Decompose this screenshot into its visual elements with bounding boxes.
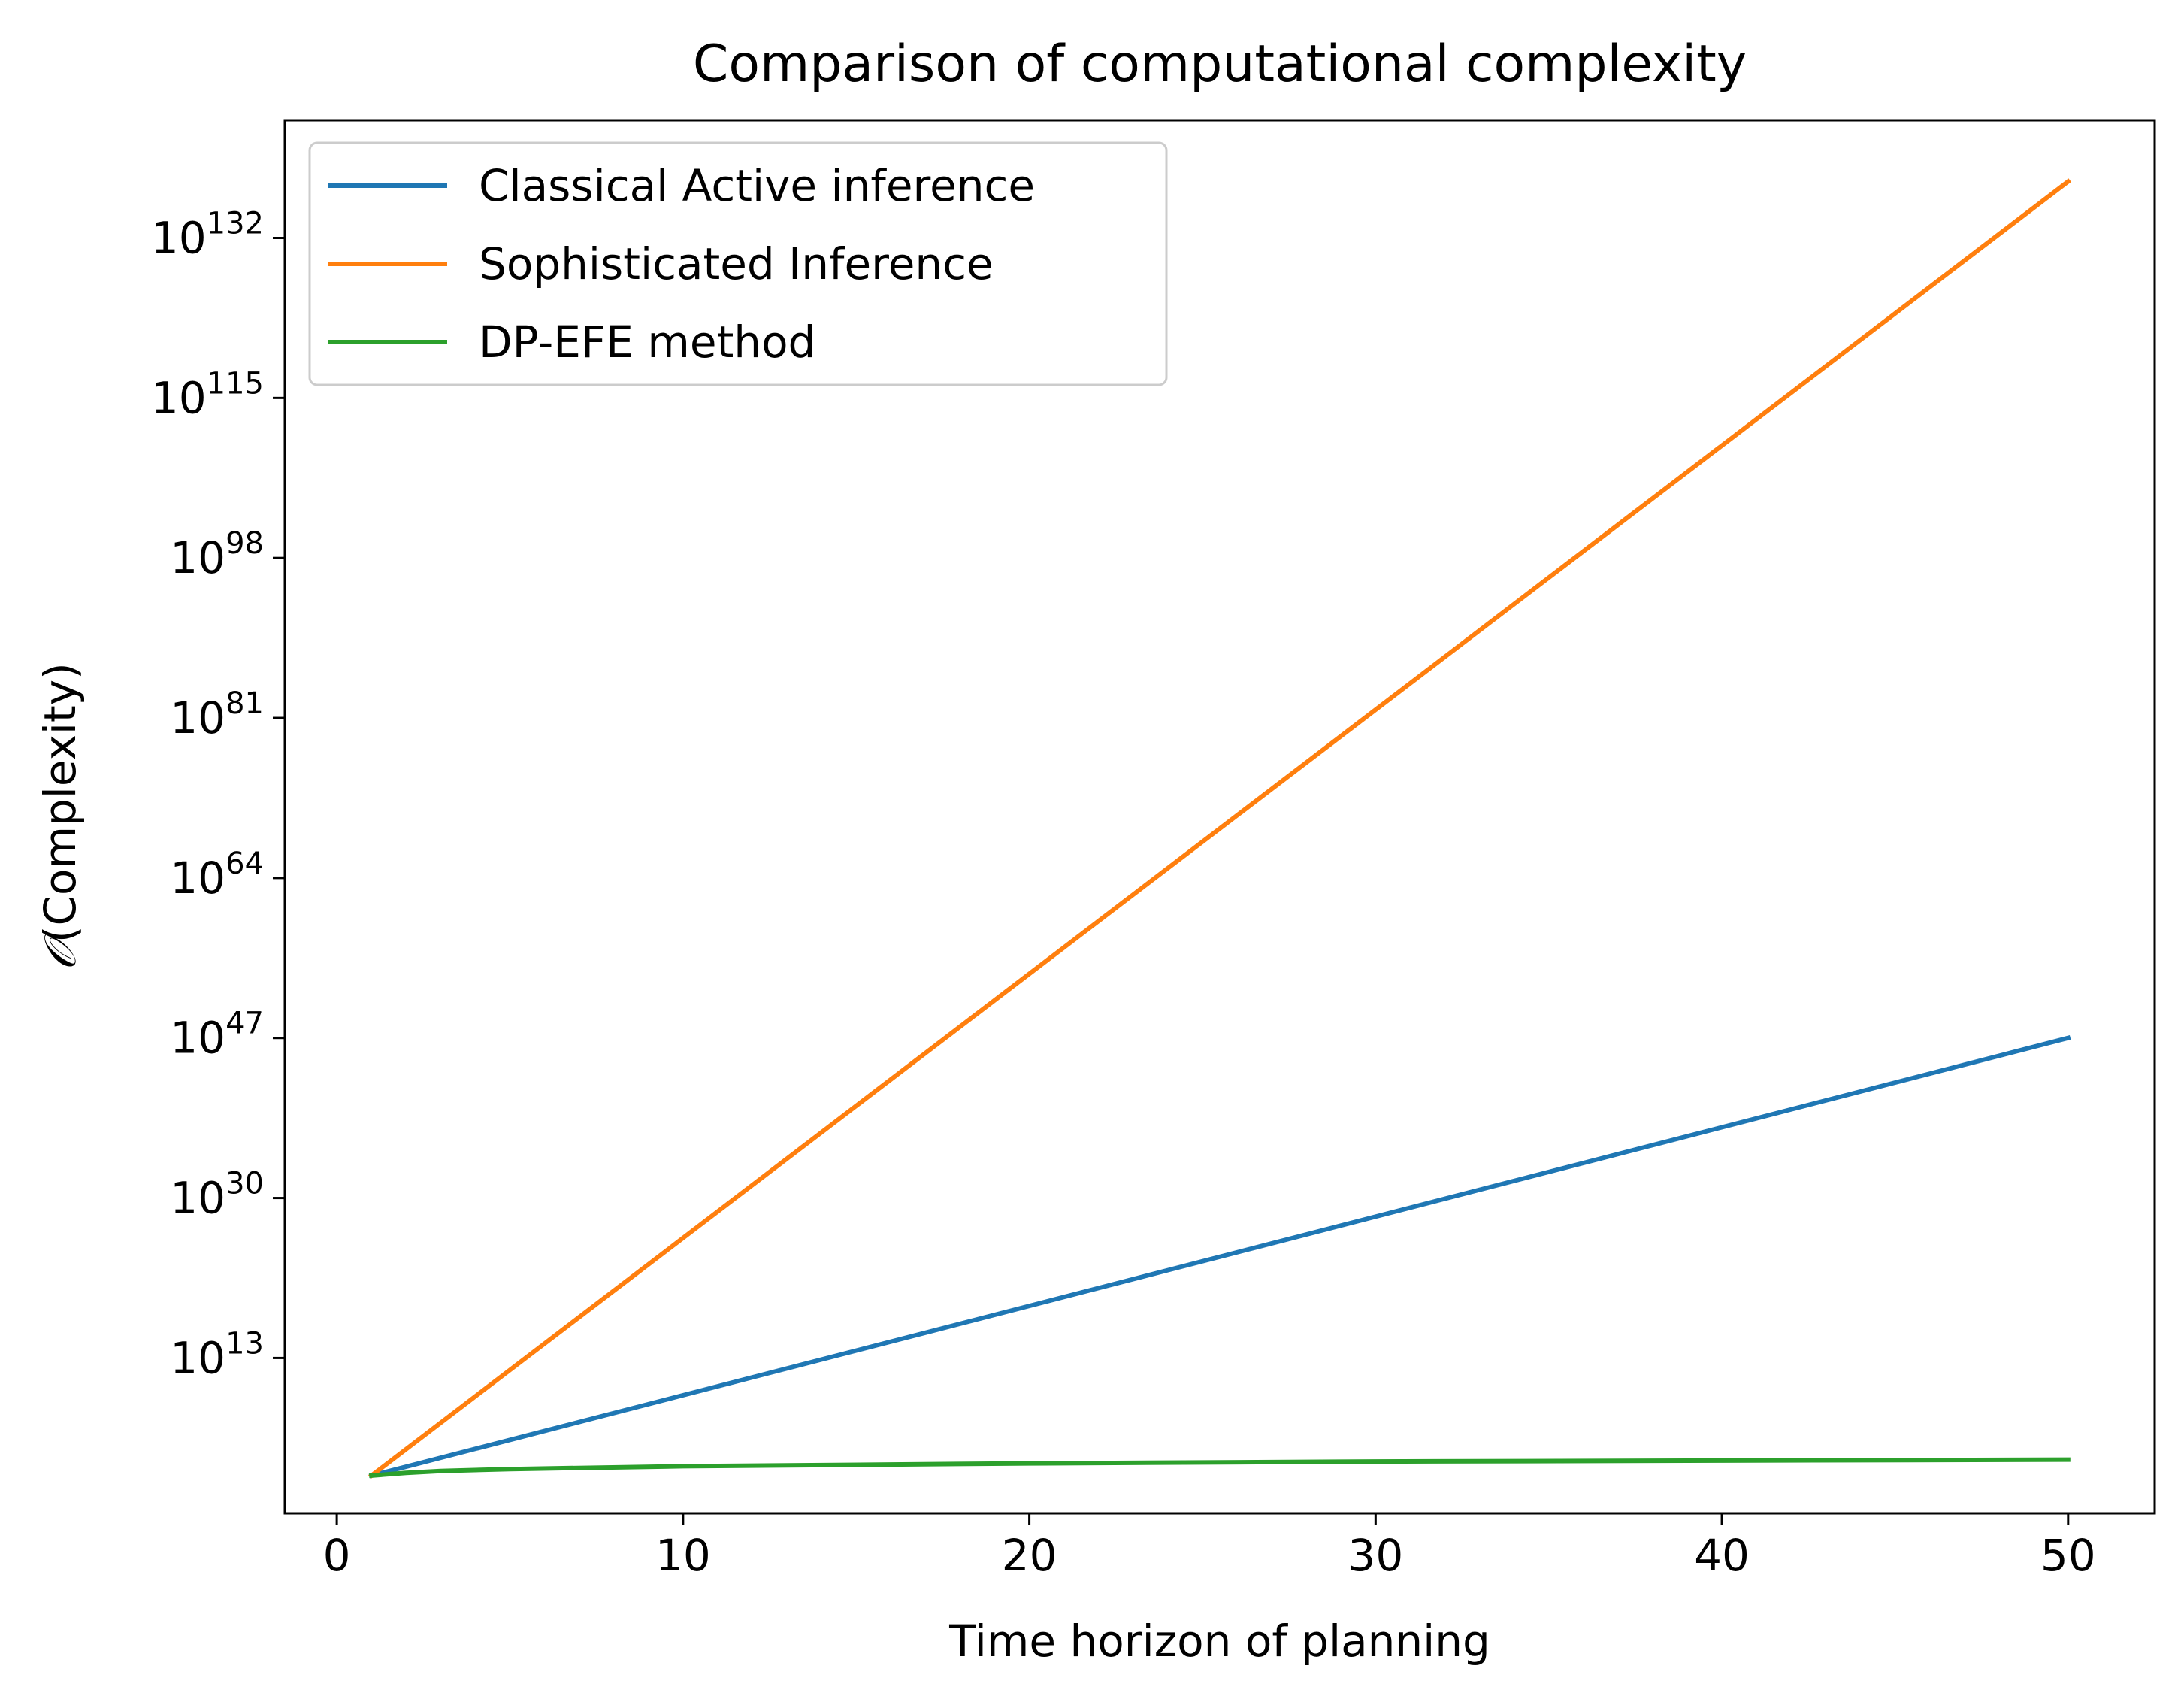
x-axis-ticks: 0 10 20 30 40 50 — [323, 1513, 2096, 1581]
series-line-0 — [368, 1035, 2071, 1479]
series-line-1 — [368, 178, 2072, 1479]
legend-entries: Classical Active inference Sophisticated … — [328, 160, 1035, 368]
y-tick-label: 1081 — [170, 686, 264, 743]
legend: Classical Active inference Sophisticated … — [308, 141, 1168, 386]
y-axis-label-text: (Complexity) — [35, 662, 86, 943]
y-tick-label: 1047 — [170, 1007, 264, 1064]
x-tick-label: 40 — [1694, 1530, 1750, 1581]
series-line-2 — [368, 1457, 2071, 1479]
y-axis-ticks: 1013 1030 1047 1064 1081 1098 10115 10132 — [151, 207, 285, 1383]
legend-label-1: Sophisticated Inference — [479, 238, 994, 289]
y-tick-label: 10132 — [151, 207, 264, 264]
x-tick-label: 30 — [1348, 1530, 1403, 1581]
legend-label-0: Classical Active inference — [479, 160, 1035, 211]
y-tick-label: 1064 — [170, 846, 264, 904]
y-tick-label: 1098 — [170, 526, 264, 583]
x-tick-label: 20 — [1002, 1530, 1057, 1581]
series-layer — [368, 178, 2072, 1479]
y-tick-label: 1030 — [170, 1167, 264, 1224]
legend-box — [308, 141, 1168, 386]
plot-frame — [283, 119, 2156, 1515]
y-axis-label: 𝒪(Complexity) — [35, 662, 86, 970]
x-axis-label: Time horizon of planning — [948, 1616, 1490, 1667]
legend-label-2: DP-EFE method — [479, 316, 815, 368]
x-tick-label: 10 — [655, 1530, 711, 1581]
chart-title: Comparison of computational complexity — [693, 35, 1747, 94]
x-tick-label: 50 — [2040, 1530, 2096, 1581]
x-tick-label: 0 — [323, 1530, 351, 1581]
y-tick-label: 1013 — [170, 1326, 264, 1383]
y-tick-label: 10115 — [151, 366, 264, 423]
